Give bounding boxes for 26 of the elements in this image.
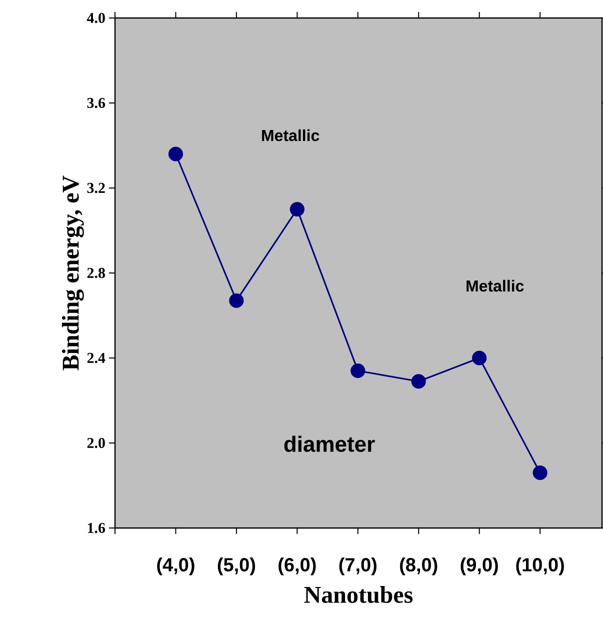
x-tick-label: (4,0) — [157, 558, 194, 576]
x-axis-title: Nanotubes — [304, 586, 413, 604]
point — [532, 465, 548, 480]
point — [411, 374, 426, 389]
annotation: Metallic — [466, 280, 524, 292]
y-tick-label: 4.0 — [86, 12, 105, 24]
point — [472, 350, 487, 366]
point — [290, 202, 304, 217]
x-tick-label: (5,0) — [218, 558, 256, 576]
point — [168, 146, 184, 162]
annotation: diameter — [284, 436, 375, 452]
y-tick-label: 3.6 — [87, 98, 106, 108]
x-tick-label: (8,0) — [400, 558, 438, 576]
y-tick-label: 2.4 — [87, 352, 106, 364]
annotation: Metallic — [262, 129, 320, 142]
y-tick-label: 1.6 — [88, 522, 106, 534]
x-tick-label: (10,0) — [516, 558, 564, 576]
x-tick-label: (9,0) — [460, 558, 498, 576]
y-tick-label: 2.8 — [87, 268, 105, 278]
point — [350, 363, 366, 378]
y-tick-label: 3.2 — [87, 182, 105, 194]
point — [229, 293, 244, 308]
y-axis-title: Binding energy, eV — [62, 176, 84, 370]
x-tick-label: (7,0) — [339, 558, 376, 576]
y-tick-label: 2.0 — [87, 438, 105, 448]
x-tick-label: (6,0) — [278, 558, 316, 576]
